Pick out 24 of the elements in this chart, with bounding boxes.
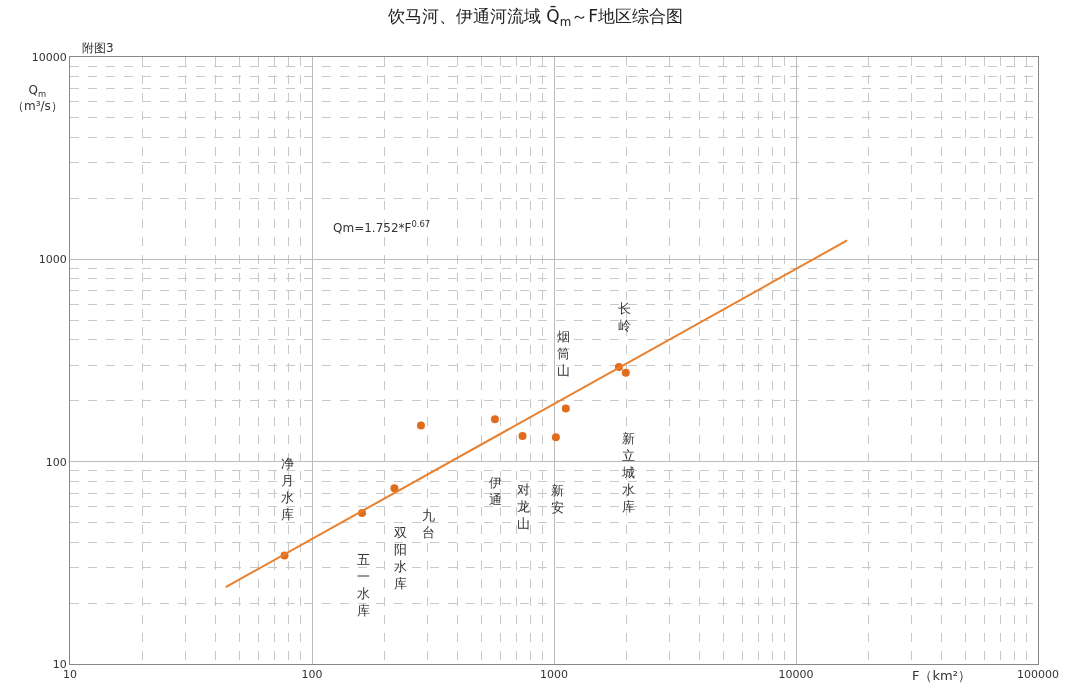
annotation: 双阳水库 (394, 525, 407, 591)
annotation: 新安 (551, 483, 564, 515)
x-tick-label: 100 (301, 668, 323, 682)
annotation: 净月水库 (281, 456, 294, 522)
annotation: Qm=1.752*F$^{0.67}$ (333, 219, 431, 236)
annotation: 烟筒山 (557, 329, 570, 378)
chart-title: 饮马河、伊通河流域 Q̄$_{m}$～F地区综合图 (386, 5, 684, 29)
annotation: 对龙山 (517, 482, 530, 531)
y-tick-label: 10 (52, 657, 67, 671)
x-axis-title: F（km²） (912, 668, 971, 683)
x-tick-label: 10 (63, 668, 77, 682)
x-tick-label: 10000 (778, 668, 814, 682)
annotation: 长岭 (618, 301, 631, 333)
annotation: 新立城水库 (621, 431, 635, 514)
annotation: 九台 (422, 508, 435, 540)
annotation: 五一水库 (357, 552, 370, 618)
y-tick-label: 100 (45, 455, 67, 469)
y-tick-label: 1000 (38, 253, 67, 267)
x-tick-label: 100000 (1017, 668, 1059, 682)
annotation: 伊通 (489, 475, 502, 507)
x-tick-label: 1000 (540, 668, 568, 682)
y-tick-label: 10000 (31, 50, 67, 64)
text: 附图3 (82, 41, 114, 55)
y-axis-title: Q$_{m}$ （m³/s） (12, 83, 63, 113)
